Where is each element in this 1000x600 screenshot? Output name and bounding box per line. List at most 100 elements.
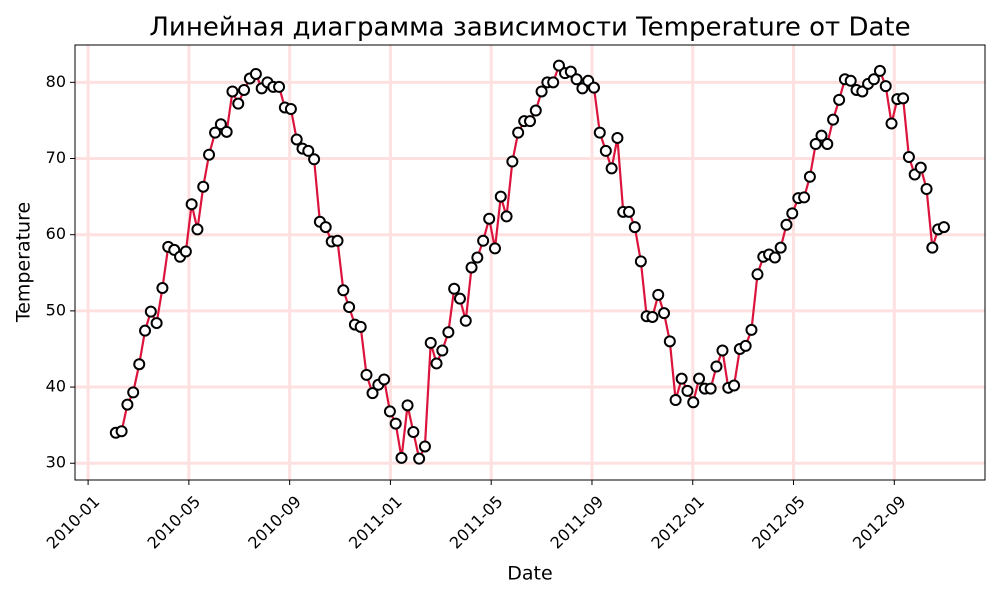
data-point: [535, 85, 548, 98]
data-point: [728, 379, 741, 392]
data-point: [547, 76, 560, 89]
data-point: [902, 150, 915, 163]
plot-frame: [74, 44, 986, 481]
data-point: [424, 336, 437, 349]
data-point: [774, 241, 787, 254]
data-point: [290, 133, 303, 146]
data-point: [179, 245, 192, 258]
data-point: [803, 170, 816, 183]
y-tick-label: 80: [46, 72, 66, 91]
data-point: [745, 323, 758, 336]
data-point: [599, 144, 612, 157]
data-point: [150, 317, 163, 330]
data-point: [442, 326, 455, 339]
data-point: [144, 305, 157, 318]
data-point: [488, 242, 501, 255]
data-point: [360, 368, 373, 381]
data-point: [663, 335, 676, 348]
data-point: [821, 138, 834, 151]
data-point: [436, 344, 449, 357]
data-point: [652, 288, 665, 301]
data-point: [710, 360, 723, 373]
data-point: [815, 129, 828, 142]
data-point: [483, 212, 496, 225]
data-point: [809, 138, 822, 151]
data-point: [226, 85, 239, 98]
data-point: [459, 314, 472, 327]
data-point: [564, 65, 577, 78]
data-point: [827, 113, 840, 126]
data-point: [669, 394, 682, 407]
data-point: [524, 115, 536, 128]
data-point: [430, 357, 443, 370]
data-point: [570, 73, 583, 86]
x-axis-label: Date: [507, 563, 552, 585]
data-point: [780, 218, 793, 231]
data-point: [506, 155, 519, 168]
data-point: [273, 80, 286, 93]
data-point: [494, 190, 507, 203]
y-tick-label: 40: [46, 377, 66, 396]
data-point: [768, 251, 781, 264]
data-point: [214, 118, 227, 131]
data-point: [920, 182, 933, 195]
data-point: [448, 282, 461, 295]
data-point: [238, 83, 251, 96]
data-point: [378, 373, 391, 386]
data-point: [658, 307, 671, 320]
data-point: [477, 234, 490, 247]
data-point: [628, 221, 641, 234]
data-point: [337, 284, 350, 297]
data-point: [220, 125, 233, 138]
data-point: [354, 320, 367, 333]
data-point: [687, 396, 700, 409]
data-point: [926, 241, 939, 254]
data-point: [343, 301, 356, 314]
data-point: [681, 384, 694, 397]
chart-title: Линейная диаграмма зависимости Temperatu…: [149, 13, 910, 43]
x-tick-label: 2011-01: [345, 492, 406, 553]
x-tick-label: 2010-05: [143, 492, 204, 553]
data-point: [319, 221, 332, 234]
data-point: [798, 191, 811, 204]
data-point: [185, 198, 198, 211]
data-point: [634, 255, 647, 268]
data-point: [879, 80, 892, 93]
data-point: [611, 131, 624, 144]
data-point: [389, 417, 402, 430]
data-point: [413, 452, 426, 465]
data-point: [395, 451, 408, 464]
y-tick-label: 70: [46, 148, 66, 167]
data-point: [203, 148, 216, 161]
data-point: [844, 74, 857, 87]
data-point: [623, 205, 636, 218]
data-point: [646, 310, 659, 323]
data-point: [576, 82, 589, 95]
data-point: [867, 73, 880, 86]
data-point: [209, 126, 222, 139]
data-point: [284, 102, 297, 115]
data-point: [751, 268, 764, 281]
data-point: [331, 234, 344, 247]
x-tick-label: 2012-09: [849, 492, 910, 553]
data-point: [529, 104, 542, 117]
data-point: [465, 261, 478, 274]
data-point: [407, 426, 420, 439]
data-point: [121, 398, 134, 411]
data-point: [716, 344, 729, 357]
x-tick-label: 2011-09: [547, 492, 608, 553]
data-point: [249, 67, 262, 80]
data-point: [133, 358, 146, 371]
data-point: [401, 399, 414, 412]
y-tick-label: 30: [46, 453, 66, 472]
data-point: [115, 425, 128, 438]
data-point: [675, 372, 688, 385]
data-point: [500, 210, 513, 223]
x-tick-label: 2011-05: [446, 492, 507, 553]
y-tick-label: 60: [46, 224, 66, 243]
data-point: [453, 292, 466, 305]
data-point: [739, 339, 752, 352]
data-point: [897, 92, 910, 105]
data-point: [308, 153, 321, 166]
